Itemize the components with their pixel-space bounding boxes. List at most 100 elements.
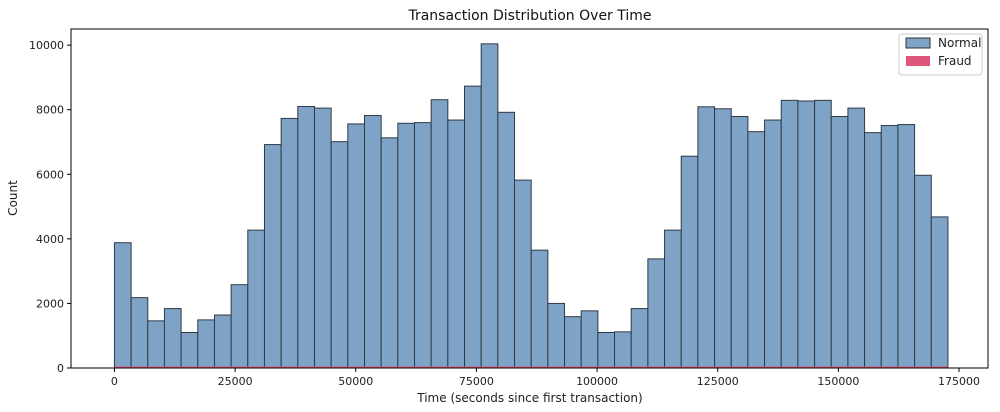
y-axis-ticks: 0 2000 4000 6000 8000 10000 [29,39,71,375]
fraud-bar-45 [864,366,882,368]
normal-bar-40 [780,99,799,369]
fraud-bar-28 [581,366,598,368]
fraud-bar-7 [231,366,248,368]
normal-bar-5 [197,319,215,369]
y-tick-label-3: 6000 [36,168,64,181]
fraud-bar-22 [481,366,498,368]
normal-bar-12 [313,107,332,369]
normal-bar-30 [614,331,632,369]
normal-bar-22 [480,43,499,369]
fraud-bar-25 [531,366,548,368]
fraud-bar-1 [131,366,148,368]
normal-bar-9 [263,144,282,369]
y-axis-label: Count [6,180,20,216]
legend-label-normal: Normal [938,36,981,50]
normal-bar-36 [714,108,732,369]
fraud-bar-48 [914,366,932,368]
fraud-bar-13 [331,366,348,368]
fraud-bar-35 [697,366,715,368]
normal-bar-43 [830,115,849,369]
fraud-bar-43 [831,366,848,368]
fraud-bar-30 [614,366,632,368]
normal-bar-16 [380,137,399,369]
normal-bar-37 [730,115,749,369]
x-tick-label-1: 25000 [218,375,253,388]
y-tick-label-4: 8000 [36,104,64,117]
y-tick-label-0: 0 [57,362,64,375]
normal-bar-39 [764,119,782,369]
normal-bar-23 [497,111,516,369]
normal-bar-31 [630,308,649,369]
normal-bar-2 [147,320,165,369]
fraud-bar-15 [364,366,382,368]
fraud-bar-24 [514,366,532,368]
normal-bar-0 [113,242,132,369]
fraud-bar-33 [664,366,682,368]
fraud-bar-36 [714,366,732,368]
normal-bars [113,43,949,369]
normal-bar-29 [597,331,616,369]
normal-bar-24 [514,179,532,369]
fraud-bar-8 [247,366,265,368]
normal-bar-38 [747,131,766,369]
normal-bar-13 [330,141,349,369]
fraud-bar-42 [814,366,832,368]
normal-bar-41 [797,100,816,369]
normal-bar-44 [847,107,866,369]
fraud-bar-14 [347,366,365,368]
x-tick-label-6: 150000 [817,375,859,388]
normal-bar-27 [564,316,582,369]
fraud-bar-21 [464,366,482,368]
fraud-bar-46 [881,366,898,368]
normal-bar-20 [447,119,466,369]
normal-bar-3 [163,308,182,369]
fraud-bar-26 [547,366,565,368]
fraud-bar-31 [631,366,648,368]
x-tick-label-3: 75000 [459,375,494,388]
normal-bar-28 [580,310,599,369]
normal-bar-17 [397,122,415,369]
fraud-bar-29 [597,366,615,368]
normal-bar-33 [664,229,682,369]
normal-bar-34 [680,155,699,369]
fraud-bar-10 [281,366,298,368]
fraud-bar-2 [147,366,165,368]
normal-bar-42 [814,99,832,369]
normal-bar-19 [430,99,449,369]
x-tick-label-7: 175000 [938,375,980,388]
normal-bar-49 [930,216,949,369]
normal-bar-26 [547,302,566,369]
legend: Normal Fraud [898,33,983,76]
fraud-bar-49 [931,366,948,368]
normal-bar-11 [297,105,315,369]
fraud-bar-17 [397,366,415,368]
fraud-bar-3 [164,366,182,368]
fraud-bar-4 [181,366,198,368]
normal-bar-45 [864,132,882,369]
fraud-bar-11 [297,366,315,368]
plot-frame [70,28,989,369]
y-tick-label-1: 2000 [36,297,64,310]
fraud-bar-47 [897,366,915,368]
y-tick-label-2: 4000 [36,233,64,246]
fraud-bar-44 [847,366,865,368]
normal-bar-47 [897,124,916,369]
chart-title: Transaction Distribution Over Time [407,8,651,24]
normal-bar-32 [647,258,666,369]
fraud-bar-19 [431,366,448,368]
normal-bar-18 [414,122,432,369]
normal-bar-8 [247,229,265,369]
fraud-bar-20 [447,366,465,368]
fraud-bar-40 [781,366,798,368]
normal-bar-15 [363,115,382,369]
normal-bar-46 [880,125,899,369]
fraud-bar-23 [497,366,515,368]
y-tick-label-5: 10000 [29,39,64,52]
fraud-bar-41 [797,366,815,368]
fraud-bar-9 [264,366,282,368]
legend-swatch-normal [905,37,931,49]
fraud-bar-38 [747,366,765,368]
normal-bar-14 [347,123,365,369]
fraud-bar-18 [414,366,432,368]
normal-bar-21 [464,85,482,369]
